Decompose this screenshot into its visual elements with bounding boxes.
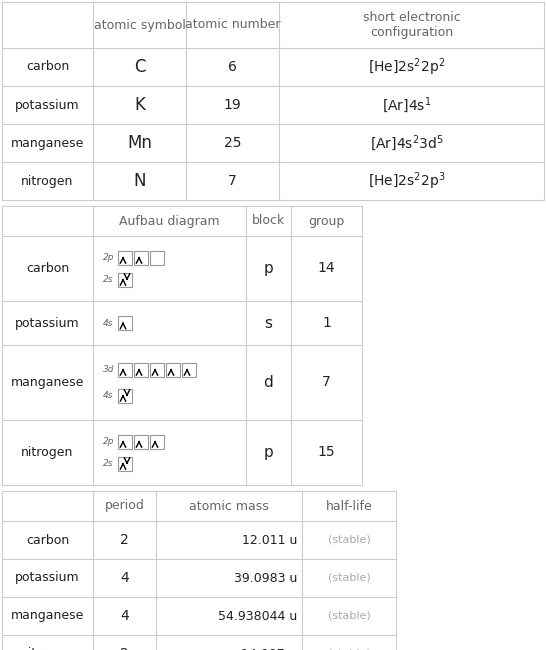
Text: 39.0983 u: 39.0983 u [234,571,297,584]
Text: 14.007 u: 14.007 u [241,647,297,650]
Text: 4s: 4s [103,318,114,328]
Text: s: s [264,315,272,330]
Text: $[\rm{Ar}]4s^23d^5$: $[\rm{Ar}]4s^23d^5$ [370,133,443,153]
Text: 2: 2 [120,533,129,547]
Text: $[\rm{Ar}]4s^1$: $[\rm{Ar}]4s^1$ [382,95,431,115]
Text: (stable): (stable) [328,611,370,621]
Text: 19: 19 [224,98,241,112]
Text: Mn: Mn [127,134,152,152]
Text: 4: 4 [120,571,129,585]
Text: 2s: 2s [103,275,114,284]
Text: block: block [252,214,285,227]
Text: (stable): (stable) [328,573,370,583]
Bar [150,250,164,265]
Text: period: period [105,499,145,512]
Text: 1: 1 [322,316,331,330]
Text: nitrogen: nitrogen [21,647,74,650]
Bar [166,363,180,376]
Bar [118,363,132,376]
Text: $[\rm{He}]2s^22p^2$: $[\rm{He}]2s^22p^2$ [367,56,446,78]
Text: manganese: manganese [11,610,84,623]
Text: 25: 25 [224,136,241,150]
Text: 4: 4 [120,609,129,623]
Text: half-life: half-life [325,499,372,512]
Text: C: C [134,58,145,76]
Text: 12.011 u: 12.011 u [242,534,297,547]
Text: p: p [264,445,274,460]
Text: $[\rm{He}]2s^22p^3$: $[\rm{He}]2s^22p^3$ [367,170,446,192]
Bar [150,363,164,376]
Text: manganese: manganese [11,376,84,389]
Text: 7: 7 [322,376,331,389]
Text: 6: 6 [228,60,237,74]
Text: short electronic
configuration: short electronic configuration [363,11,460,39]
Bar [134,434,148,448]
Text: 3d: 3d [103,365,115,374]
Text: carbon: carbon [26,60,69,73]
Bar [118,250,132,265]
Text: carbon: carbon [26,262,69,275]
Text: 14: 14 [318,261,335,276]
Text: atomic number: atomic number [185,18,280,31]
Text: atomic mass: atomic mass [189,499,269,512]
Text: 2p: 2p [103,437,115,446]
Bar [118,389,132,402]
Text: nitrogen: nitrogen [21,174,74,187]
Text: 54.938044 u: 54.938044 u [218,610,297,623]
Text: 4s: 4s [103,391,114,400]
Text: potassium: potassium [15,571,80,584]
Bar [118,456,132,471]
Text: potassium: potassium [15,99,80,112]
Text: p: p [264,261,274,276]
Text: 2: 2 [120,647,129,650]
Text: manganese: manganese [11,136,84,150]
Bar [118,434,132,448]
Bar [134,250,148,265]
Text: (stable): (stable) [328,649,370,650]
Bar [134,363,148,376]
Bar [118,316,132,330]
Bar [182,363,196,376]
Text: carbon: carbon [26,534,69,547]
Text: Aufbau diagram: Aufbau diagram [119,214,220,227]
Text: 2p: 2p [103,253,115,262]
Bar [118,272,132,287]
Text: (stable): (stable) [328,535,370,545]
Text: 15: 15 [318,445,335,460]
Text: K: K [134,96,145,114]
Text: N: N [133,172,146,190]
Bar [150,434,164,448]
Text: potassium: potassium [15,317,80,330]
Text: nitrogen: nitrogen [21,446,74,459]
Text: atomic symbol: atomic symbol [93,18,186,31]
Text: group: group [308,214,345,227]
Text: 2s: 2s [103,459,114,468]
Text: d: d [264,375,274,390]
Text: 7: 7 [228,174,237,188]
